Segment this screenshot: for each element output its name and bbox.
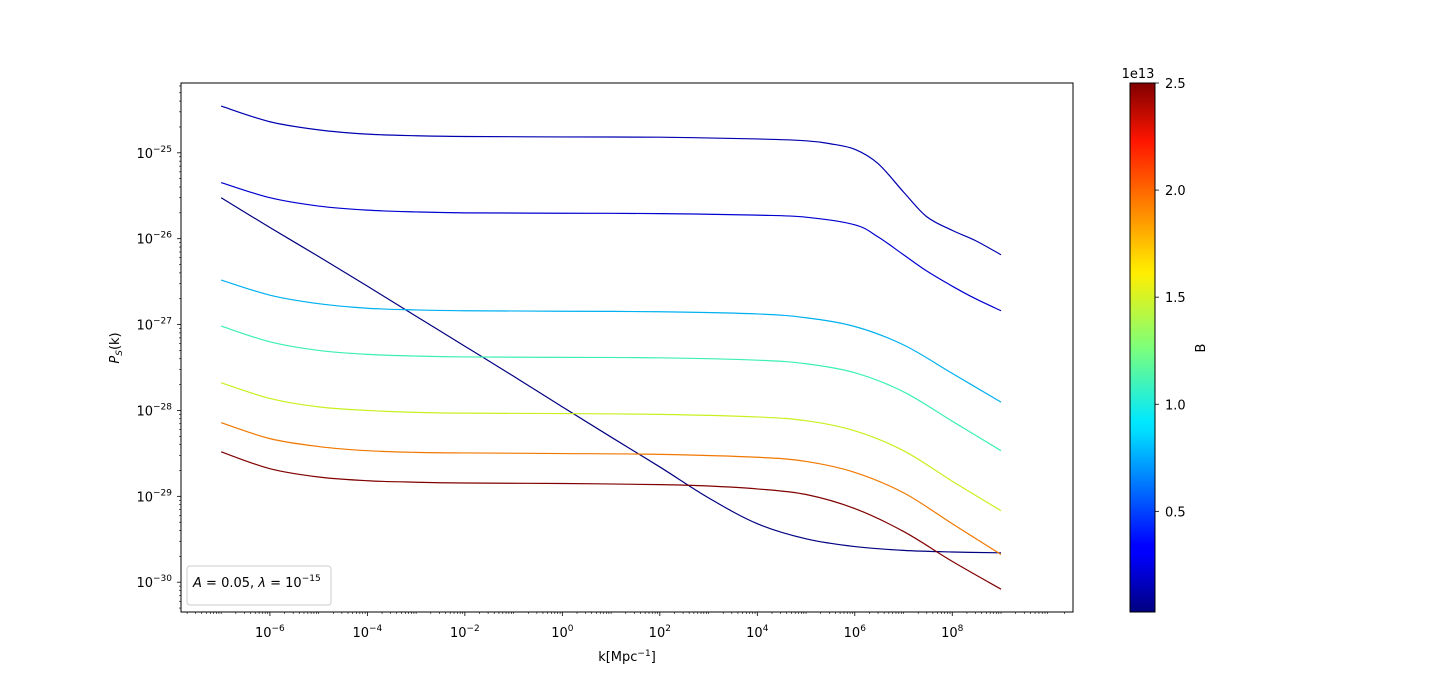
colorbar-gradient <box>1129 82 1156 613</box>
y-tick-label: 10−27 <box>136 317 172 334</box>
x-axis-ticks: 10−6 10−4 10−2 100 102 104 106 108 <box>186 612 1065 641</box>
colorbar-tick-label: 2.5 <box>1165 77 1186 92</box>
x-tick-label: 10−6 <box>255 624 285 641</box>
colorbar-tick-label: 0.5 <box>1165 505 1186 520</box>
y-axis-ticks: 10−30 10−29 10−28 10−27 10−26 10−25 <box>136 85 181 609</box>
legend-box <box>186 565 332 606</box>
x-tick-label: 10−2 <box>450 624 480 641</box>
legend: A = 0.05, λ = 10−15 <box>186 565 332 606</box>
y-tick-label: 10−29 <box>136 488 172 505</box>
y-tick-label: 10−28 <box>136 402 172 419</box>
x-tick-label: 104 <box>746 624 769 641</box>
y-tick-label: 10−25 <box>136 145 172 162</box>
series-line-1 <box>220 105 1002 256</box>
colorbar-label: B <box>1194 344 1209 353</box>
series-line-3 <box>220 279 1002 403</box>
y-tick-label: 10−26 <box>136 231 172 248</box>
colorbar-offset-text: 1e13 <box>1122 67 1155 82</box>
plot-frame <box>180 82 1074 613</box>
series-line-5 <box>220 382 1002 512</box>
series-group <box>220 105 1002 590</box>
x-axis-label: k[Mpc−1] <box>598 649 656 665</box>
colorbar-tick-label: 1.0 <box>1165 398 1186 413</box>
x-tick-label: 100 <box>551 624 574 641</box>
x-tick-label: 106 <box>844 624 867 641</box>
colorbar-ticks: 0.5 1.0 1.5 2.0 2.5 <box>1155 77 1186 520</box>
y-tick-label: 10−30 <box>136 574 172 591</box>
colorbar-tick-label: 1.5 <box>1165 291 1186 306</box>
plot-area <box>181 83 1073 612</box>
series-line-7 <box>220 451 1002 590</box>
series-line-2 <box>220 182 1002 312</box>
colorbar-tick-label: 2.0 <box>1165 184 1186 199</box>
series-line-6 <box>220 422 1002 556</box>
colorbar: 0.5 1.0 1.5 2.0 2.5 1e13 B <box>1122 67 1209 613</box>
series-line-4 <box>220 325 1002 452</box>
x-tick-label: 108 <box>941 624 964 641</box>
series-line-0 <box>220 197 1002 554</box>
x-tick-label: 102 <box>649 624 671 641</box>
legend-text: A = 0.05, λ = 10−15 <box>192 574 321 591</box>
x-tick-label: 10−4 <box>352 624 382 641</box>
y-axis-label: PS(k) <box>108 332 125 363</box>
